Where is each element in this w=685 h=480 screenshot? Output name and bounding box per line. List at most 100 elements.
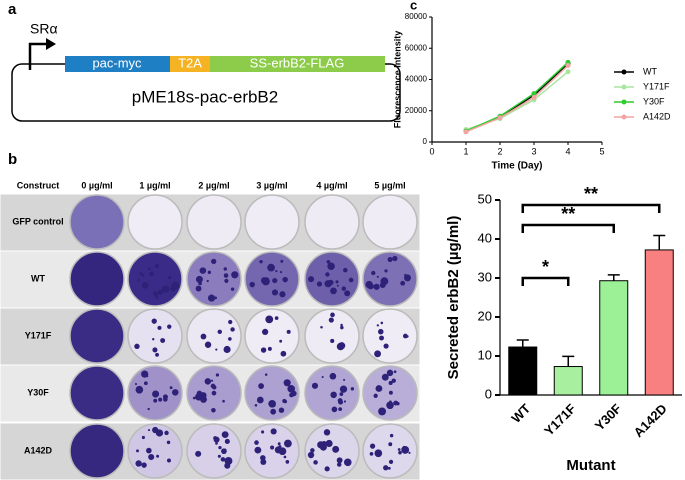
colony bbox=[157, 289, 163, 295]
colony bbox=[211, 407, 216, 413]
colony bbox=[135, 385, 144, 394]
colony bbox=[327, 279, 334, 286]
colony bbox=[198, 281, 202, 286]
plate bbox=[69, 194, 125, 250]
colony bbox=[279, 339, 283, 343]
colony bbox=[195, 450, 202, 457]
colony bbox=[383, 343, 389, 349]
colony bbox=[167, 275, 172, 280]
legend-marker bbox=[621, 114, 627, 120]
colony bbox=[335, 280, 339, 284]
colony bbox=[311, 382, 319, 389]
colony bbox=[321, 440, 327, 446]
legend-marker bbox=[621, 69, 627, 75]
colony bbox=[376, 275, 379, 278]
colony bbox=[228, 460, 232, 464]
colony bbox=[167, 458, 171, 463]
legend-marker bbox=[621, 84, 627, 90]
colony bbox=[135, 460, 142, 467]
colony bbox=[286, 329, 291, 334]
colony bbox=[344, 290, 351, 297]
colony bbox=[320, 326, 323, 329]
y-tick-label: 60000 bbox=[405, 43, 428, 52]
colony bbox=[283, 439, 292, 448]
row-label: Y30F bbox=[27, 387, 49, 397]
colony bbox=[379, 335, 384, 341]
y-axis-label: Fluorescence Intensity bbox=[392, 31, 402, 129]
colony bbox=[228, 319, 233, 325]
colony bbox=[230, 327, 235, 332]
colony bbox=[336, 342, 345, 351]
series-line bbox=[465, 64, 569, 133]
bar bbox=[553, 366, 583, 396]
error-bar bbox=[562, 355, 575, 367]
colony bbox=[162, 394, 168, 400]
colony bbox=[387, 257, 393, 263]
colony bbox=[264, 373, 268, 376]
plate bbox=[244, 308, 300, 364]
colony bbox=[262, 328, 269, 336]
error-bar bbox=[516, 339, 529, 348]
colony bbox=[152, 347, 158, 353]
colony bbox=[224, 438, 230, 445]
legend-label: WT bbox=[643, 66, 657, 76]
colony bbox=[307, 451, 315, 459]
colony bbox=[210, 379, 214, 382]
colony bbox=[339, 392, 344, 396]
x-axis-label: Mutant bbox=[566, 457, 615, 474]
colony bbox=[152, 390, 160, 398]
colony bbox=[265, 315, 274, 324]
column-header: 4 µg/ml bbox=[316, 180, 347, 190]
colony bbox=[386, 401, 394, 410]
colony bbox=[148, 453, 155, 461]
point bbox=[497, 115, 503, 121]
colony bbox=[380, 321, 384, 325]
plate bbox=[186, 423, 242, 479]
colony bbox=[211, 390, 217, 396]
row-label: WT bbox=[31, 273, 45, 283]
x-tick-label: 3 bbox=[531, 146, 536, 156]
colony bbox=[341, 286, 347, 291]
y-axis-label: Secreted erbB2 (µg/ml) bbox=[445, 216, 462, 380]
colony bbox=[224, 278, 229, 283]
promoter-arrowhead bbox=[46, 38, 56, 50]
colony bbox=[283, 399, 288, 404]
colony bbox=[134, 382, 138, 386]
colony bbox=[256, 396, 264, 404]
colony bbox=[369, 443, 376, 449]
colony bbox=[171, 389, 179, 396]
plate bbox=[69, 251, 125, 307]
colony bbox=[223, 267, 227, 271]
colony bbox=[261, 430, 265, 434]
y-tick-label: 30 bbox=[478, 269, 492, 284]
charts: 0 20000 40000 60000 80000 0 1 2 3 4 5 Time (Day) Flu… bbox=[392, 12, 682, 474]
colony bbox=[195, 285, 202, 292]
colony bbox=[154, 264, 159, 269]
row-label: Y171F bbox=[25, 330, 52, 340]
x-tick-label: 2 bbox=[497, 146, 502, 156]
colony bbox=[231, 271, 239, 279]
colony bbox=[282, 276, 288, 283]
plate bbox=[362, 308, 418, 364]
plasmid-name: pME18s-pac-erbB2 bbox=[132, 87, 278, 106]
colony bbox=[373, 283, 380, 290]
colony bbox=[217, 454, 221, 458]
segment bbox=[170, 56, 210, 72]
plate bbox=[362, 251, 418, 307]
colony bbox=[378, 407, 387, 416]
colony bbox=[221, 448, 227, 455]
colony bbox=[151, 318, 157, 324]
x-tick-label: 1 bbox=[463, 146, 468, 156]
colony bbox=[230, 287, 235, 291]
colony bbox=[332, 445, 340, 453]
y-tick-label: 0 bbox=[485, 386, 492, 401]
colony bbox=[223, 273, 229, 278]
colony bbox=[164, 398, 168, 402]
colony bbox=[136, 449, 139, 453]
colony bbox=[212, 385, 217, 390]
segment-label: SS-erbB2-FLAG bbox=[250, 55, 345, 70]
colony bbox=[377, 450, 380, 454]
y-tick-label: 40000 bbox=[405, 75, 428, 84]
column-header: 5 µg/ml bbox=[374, 180, 405, 190]
